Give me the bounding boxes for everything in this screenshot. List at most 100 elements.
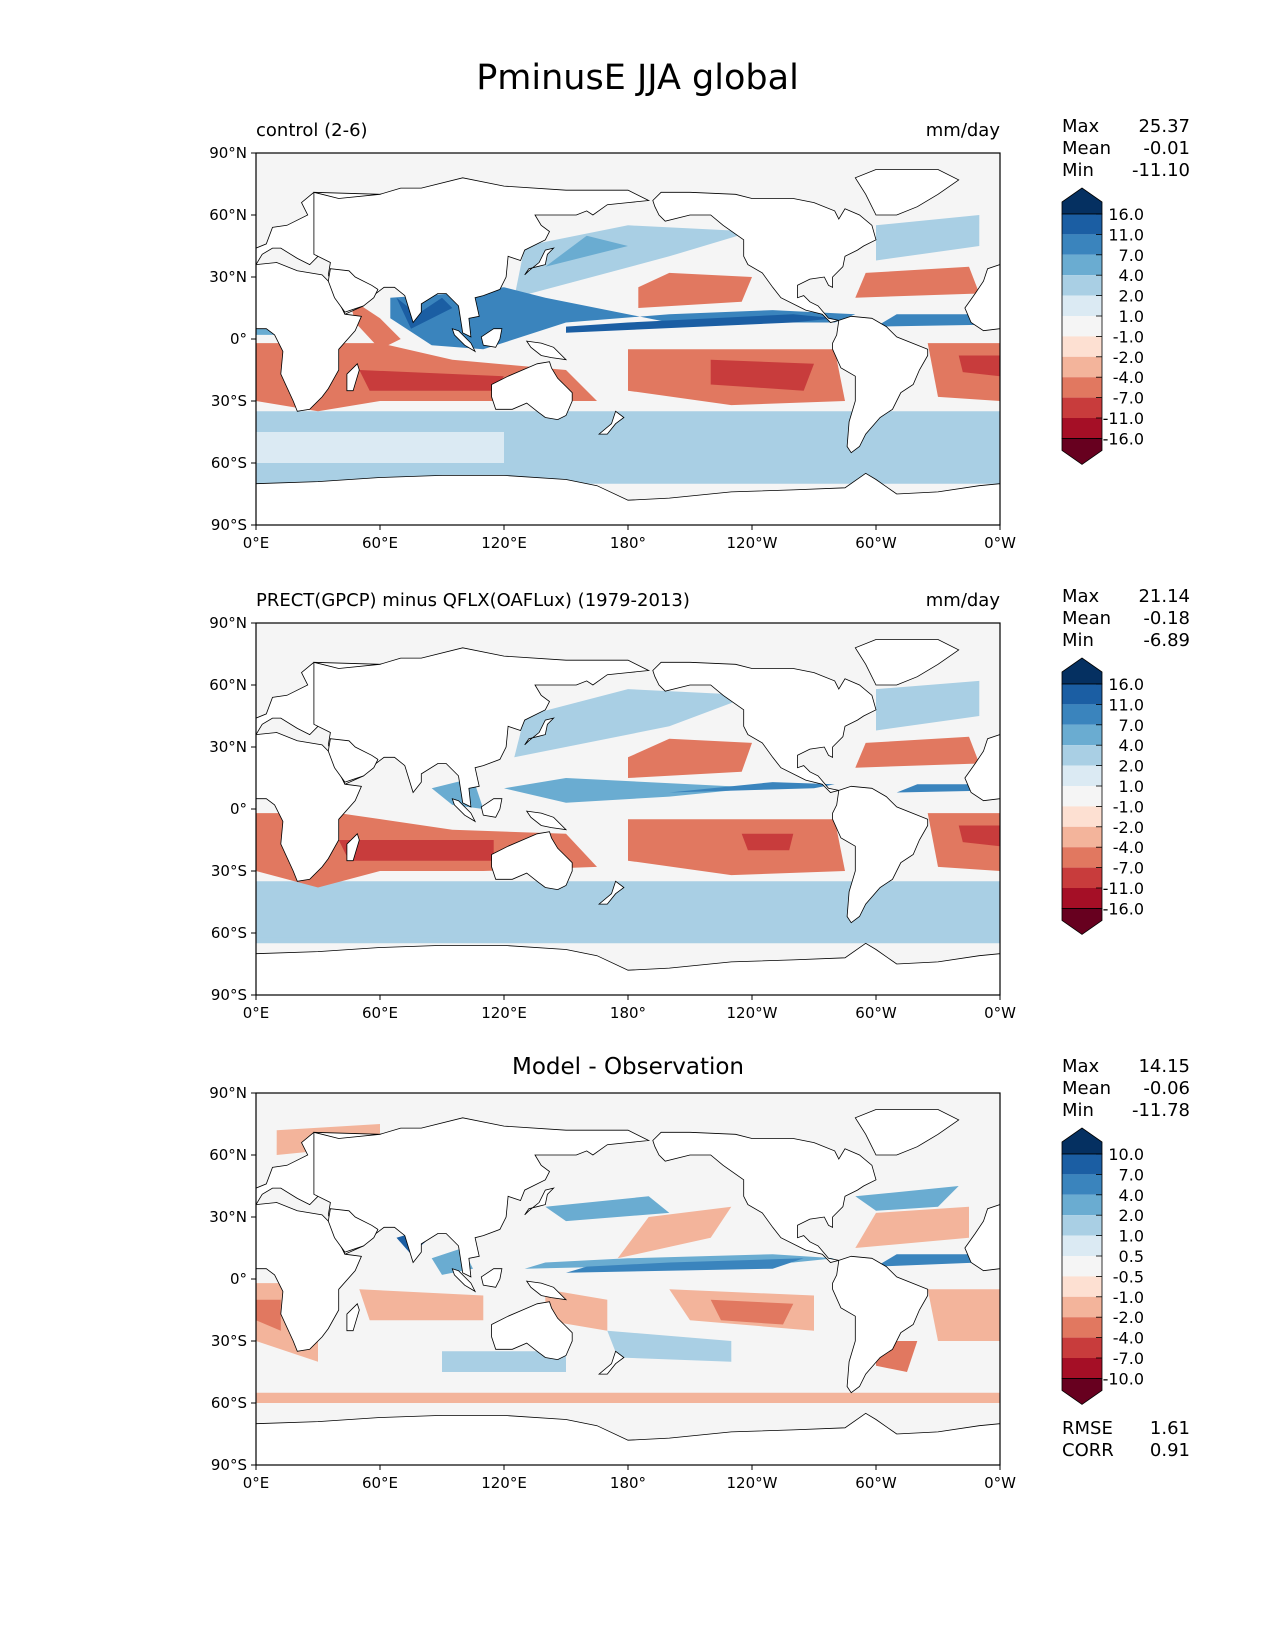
field-contour-10 bbox=[855, 266, 980, 298]
colorbar-extend-max bbox=[1061, 657, 1103, 685]
landmass-madagascar bbox=[346, 833, 360, 862]
landmass-greenland bbox=[854, 169, 960, 216]
colorbar-label: -1.0 bbox=[1113, 327, 1144, 346]
metric-rmse: RMSE 1.61 bbox=[1062, 1418, 1190, 1440]
field-contour-13 bbox=[669, 782, 835, 793]
lat-tick-label: 90°S bbox=[211, 516, 247, 534]
landmass-eurasia bbox=[313, 177, 651, 338]
metric-label: RMSE bbox=[1062, 1418, 1113, 1439]
lon-tick-label: 0°W bbox=[984, 1004, 1016, 1022]
landmass-africa bbox=[256, 1202, 362, 1352]
landmass-japan bbox=[524, 247, 555, 276]
stat-value: 21.14 bbox=[1138, 586, 1190, 607]
lon-tick-label: 120°E bbox=[481, 1474, 527, 1492]
stat-max: Max 25.37 bbox=[1062, 116, 1190, 138]
lon-tick-label: 60°E bbox=[362, 1004, 398, 1022]
field-contour-10 bbox=[514, 689, 752, 758]
lon-tick-label: 180° bbox=[610, 534, 646, 552]
lon-tick-label: 120°W bbox=[727, 1474, 778, 1492]
stat-value: -0.18 bbox=[1143, 608, 1190, 629]
stat-label: Min bbox=[1062, 1100, 1094, 1121]
lat-tick-label: 30°N bbox=[209, 738, 247, 756]
panel-difference: Model - Observation 90°N 60°N 30°N 0° 30°S 60°… bbox=[0, 1054, 1275, 1530]
lon-tick-label: 180° bbox=[610, 1004, 646, 1022]
panel-title-left: PRECT(GPCP) minus QFLX(OAFLux) (1979-201… bbox=[256, 590, 690, 611]
colorbar-segment bbox=[1062, 1296, 1102, 1318]
lon-tick-label: 60°E bbox=[362, 1474, 398, 1492]
field-contour-11 bbox=[349, 297, 401, 350]
colorbar-label: -11.0 bbox=[1103, 879, 1144, 898]
colorbar-segment bbox=[1062, 765, 1102, 786]
colorbar-label: -16.0 bbox=[1103, 429, 1144, 448]
colorbar-segment bbox=[1062, 1256, 1102, 1277]
colorbar-label: 1.0 bbox=[1119, 777, 1144, 796]
landmass-africa bbox=[256, 262, 362, 412]
colorbar-segment bbox=[1062, 888, 1102, 909]
colorbar-label: -0.5 bbox=[1113, 1267, 1144, 1286]
colorbar-label: 7.0 bbox=[1119, 716, 1144, 735]
colorbar-segment bbox=[1062, 704, 1102, 725]
field-contour-5 bbox=[741, 833, 794, 851]
stat-label: Max bbox=[1062, 586, 1100, 607]
field-contour-7 bbox=[958, 825, 1000, 847]
lat-tick-label: 90°S bbox=[211, 1456, 247, 1474]
colorbar-label: 11.0 bbox=[1108, 225, 1144, 244]
field-contour-9 bbox=[855, 1206, 969, 1248]
stat-value: -11.10 bbox=[1131, 160, 1190, 181]
stat-mean: Mean -0.01 bbox=[1062, 138, 1190, 160]
colorbar-extend-min bbox=[1061, 907, 1103, 935]
landmass-japan bbox=[524, 1187, 555, 1216]
stat-label: Mean bbox=[1062, 608, 1112, 629]
field-contour-8 bbox=[617, 1206, 732, 1259]
field-contour-11 bbox=[876, 680, 980, 731]
colorbar-segment bbox=[1062, 336, 1102, 357]
landmass-newguinea bbox=[525, 1280, 568, 1301]
figure-title: PminusE JJA global bbox=[476, 58, 799, 98]
field-contour-14 bbox=[876, 215, 980, 261]
panel-units: mm/day bbox=[925, 590, 1000, 611]
lon-tick-label: 0°E bbox=[243, 1004, 270, 1022]
colorbar-extend-min bbox=[1061, 437, 1103, 465]
stats-box: Max 21.14 Mean -0.18 Min -6.89 bbox=[1062, 586, 1190, 652]
colorbar-label: 4.0 bbox=[1119, 1186, 1144, 1205]
colorbar-label: -11.0 bbox=[1103, 409, 1144, 428]
colorbar-segment bbox=[1062, 786, 1102, 807]
lon-tick-label: 0°E bbox=[243, 534, 270, 552]
colorbar-segment bbox=[1062, 397, 1102, 418]
colorbar-segment bbox=[1062, 1215, 1102, 1236]
colorbar-segment bbox=[1062, 806, 1102, 827]
lon-tick-label: 120°W bbox=[727, 534, 778, 552]
map: 90°N 60°N 30°N 0° 30°S 60°S 90°S0°E 60°E 120°E 18… bbox=[209, 614, 1016, 1022]
landmass-arabia bbox=[327, 1208, 379, 1253]
colorbar-label: -2.0 bbox=[1113, 348, 1144, 367]
stat-value: 25.37 bbox=[1138, 116, 1190, 137]
landmass-japan bbox=[524, 717, 555, 746]
landmass-newguinea bbox=[525, 810, 568, 831]
landmass-madagascar bbox=[346, 1303, 360, 1332]
colorbar-segment bbox=[1062, 377, 1102, 398]
metric-corr: CORR 0.91 bbox=[1062, 1440, 1190, 1462]
stats-box: Max 25.37 Mean -0.01 Min -11.10 bbox=[1062, 116, 1190, 182]
colorbar-label: -4.0 bbox=[1113, 1329, 1144, 1348]
field-contour-4 bbox=[359, 370, 504, 391]
landmass-eurasia bbox=[313, 1117, 651, 1278]
lat-tick-label: 30°S bbox=[211, 1332, 247, 1350]
landmass-borneo bbox=[480, 798, 503, 818]
field-contour-20 bbox=[855, 1186, 959, 1211]
stat-value: -0.01 bbox=[1143, 138, 1190, 159]
colorbar-segment bbox=[1062, 1235, 1102, 1256]
field-contour-1 bbox=[256, 432, 504, 463]
stat-value: -6.89 bbox=[1143, 630, 1190, 651]
panel-observation: PRECT(GPCP) minus QFLX(OAFLux) (1979-201… bbox=[0, 586, 1275, 1060]
map: 90°N 60°N 30°N 0° 30°S 60°S 90°S0°E 60°E 120°E 18… bbox=[209, 144, 1016, 552]
lat-tick-label: 60°N bbox=[209, 1146, 247, 1164]
colorbar-segment bbox=[1062, 826, 1102, 848]
field-contour-19 bbox=[545, 1196, 670, 1222]
colorbar-segment bbox=[1062, 356, 1102, 378]
colorbar-label: -7.0 bbox=[1113, 859, 1144, 878]
colorbar-label: 1.0 bbox=[1119, 307, 1144, 326]
landmass-northamerica bbox=[652, 661, 877, 793]
colorbar-label: -4.0 bbox=[1113, 838, 1144, 857]
colorbar-label: 16.0 bbox=[1108, 675, 1144, 694]
field-contour-12 bbox=[442, 1351, 566, 1372]
